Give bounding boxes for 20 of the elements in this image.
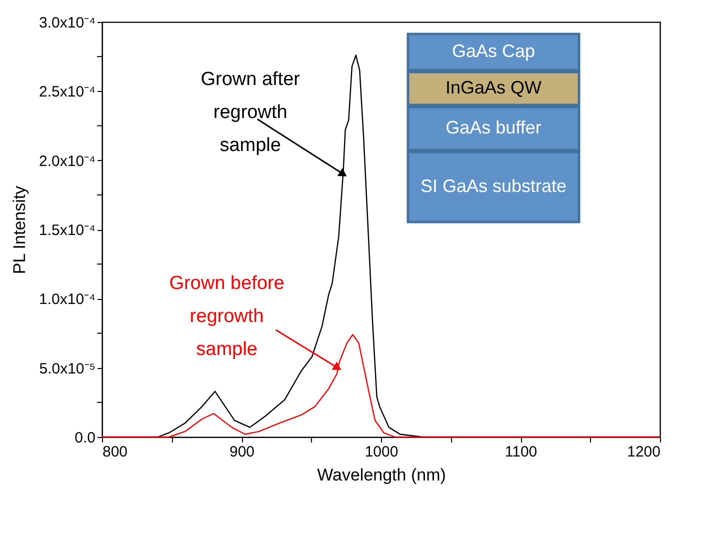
annotation: Grown after regrowth sample [200, 69, 301, 156]
y-tick-label: 2.0x10⁻⁴ [39, 152, 96, 170]
annotation: Grown before regrowth sample [169, 272, 284, 360]
annotation: GaAs buffer [446, 118, 542, 138]
x-tick-label: 1100 [504, 444, 538, 460]
x-tick-label: 800 [102, 444, 128, 460]
annotation: SI GaAs substrate [420, 176, 567, 196]
x-tick-label: 1200 [627, 444, 660, 460]
y-tick-label: 3.0x10⁻⁴ [39, 14, 96, 32]
x-axis-title: Wavelength (nm) [317, 466, 446, 484]
y-tick-label: 1.0x10⁻⁴ [39, 291, 96, 308]
y-tick-label: 1.5x10⁻⁴ [39, 222, 96, 239]
x-tick-label: 900 [229, 444, 255, 460]
y-tick-label: 0.0 [74, 430, 96, 446]
y-tick-label: 5.0x10⁻⁵ [39, 360, 96, 378]
y-axis-title: PL Intensity [10, 185, 30, 274]
y-tick-label: 2.5x10⁻⁴ [39, 84, 96, 101]
annotation: InGaAs QW [445, 78, 542, 98]
annotation: GaAs Cap [452, 41, 536, 61]
x-tick-label: 1000 [364, 444, 398, 460]
